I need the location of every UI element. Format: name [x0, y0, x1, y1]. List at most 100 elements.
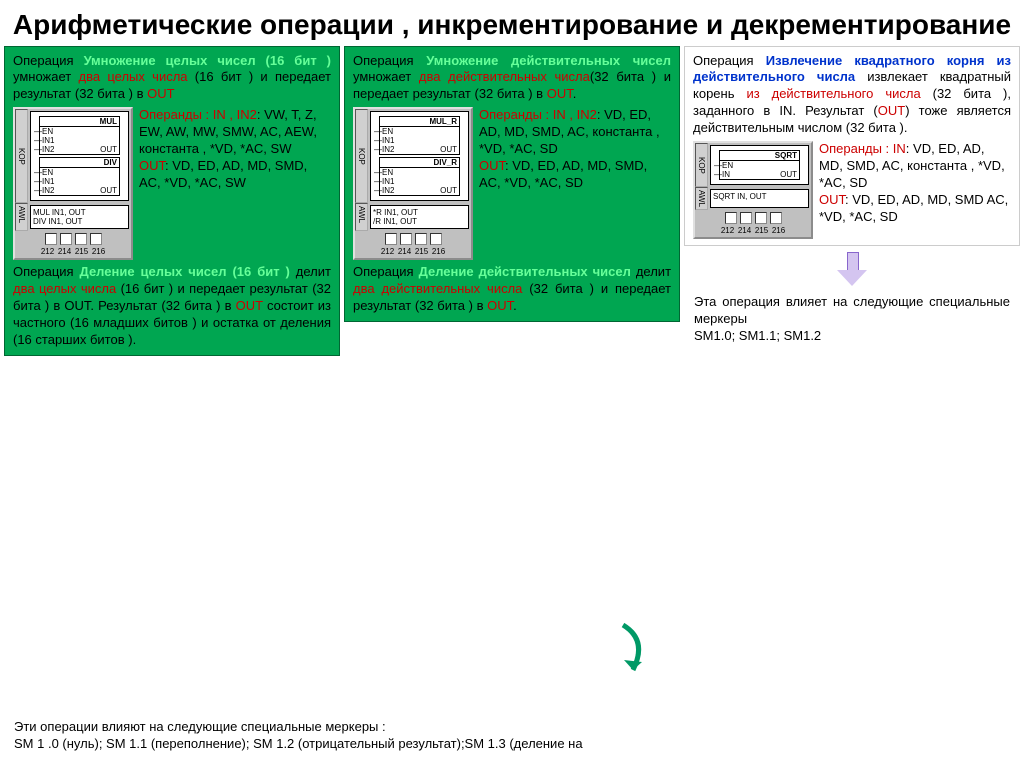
kop-body: SQRT EN IN OUT: [710, 145, 809, 185]
n: 214: [398, 247, 412, 256]
col3-desc: Операция Извлечение квадратного корня из…: [693, 53, 1011, 137]
fb-divr: DIV_R EN IN1 IN2 OUT: [379, 157, 460, 196]
col1-top: Операция Умножение целых чисел (16 бит )…: [4, 46, 340, 356]
col3-effect: Эта операция влияет на следующие специал…: [684, 294, 1020, 345]
check: [725, 212, 737, 224]
fb-mulr: MUL_R EN IN1 IN2OUT: [379, 116, 460, 155]
op-name: Деление целых чисел (16 бит ): [80, 264, 290, 279]
awl-line: DIV IN1, OUT: [33, 217, 126, 226]
curve-arrow-icon: [618, 620, 658, 680]
p: IN1: [42, 136, 54, 145]
n: 214: [738, 226, 752, 235]
fb-title: MUL: [40, 117, 119, 127]
check: [755, 212, 767, 224]
out-text: : VD, ED, AD, MD, SMD AC, *VD, *AC, SD: [819, 192, 1008, 224]
txt-red: OUT: [487, 298, 513, 313]
col2-desc: Операция Умножение действительных чисел …: [353, 53, 671, 104]
n: 212: [721, 226, 735, 235]
awl-line: SQRT IN, OUT: [713, 192, 806, 201]
p: OUT: [440, 186, 457, 195]
txt: Операция: [13, 53, 84, 68]
awl-body: MUL IN1, OUT DIV IN1, OUT: [30, 205, 129, 229]
p: EN: [382, 127, 393, 136]
check: [90, 233, 102, 245]
op-name: Умножение действительных чисел: [426, 53, 671, 68]
p: OUT: [100, 145, 117, 154]
p: IN2: [42, 186, 54, 195]
txt: Операция: [353, 264, 419, 279]
p: OUT: [780, 170, 797, 179]
footer: Эти операции влияют на следующие специал…: [14, 718, 1010, 753]
kop-label: KOP: [355, 109, 368, 203]
p: EN: [722, 161, 733, 170]
p: OUT: [440, 145, 457, 154]
col2-inner: KOP MUL_R EN IN1 IN2OUT DIV_R EN: [353, 107, 671, 260]
p: IN: [722, 170, 730, 179]
page-title: Арифметические операции , инкрементирова…: [0, 0, 1024, 46]
txt-red: два целых числа: [79, 69, 188, 84]
txt-red: OUT: [547, 86, 573, 101]
fb-mul: MUL EN IN1 IN2OUT: [39, 116, 120, 155]
op-label: Операнды : IN , IN2: [479, 107, 597, 122]
p: EN: [382, 168, 393, 177]
fb-sqrt: SQRT EN IN OUT: [719, 150, 800, 180]
check: [400, 233, 412, 245]
awl-body: *R IN1, OUT /R IN1, OUT: [370, 205, 469, 229]
check: [415, 233, 427, 245]
num-row: 212214215216: [355, 247, 471, 258]
col2-operands: Операнды : IN , IN2 : VD, ED, AD, MD, SMD…: [479, 107, 671, 260]
op-label: Операнды : IN: [819, 141, 906, 156]
col-1: Операция Умножение целых чисел (16 бит )…: [4, 46, 340, 356]
check-row: [355, 231, 471, 247]
check-row: [15, 231, 131, 247]
fb-title: DIV: [40, 158, 119, 168]
txt-red: два действительных числа: [353, 281, 522, 296]
awl-body: SQRT IN, OUT: [710, 189, 809, 208]
fb-title: SQRT: [720, 151, 799, 161]
p: IN1: [382, 136, 394, 145]
out-label: OUT: [479, 158, 505, 173]
op-name: Деление действительных чисел: [419, 264, 631, 279]
txt: умножает: [13, 69, 79, 84]
txt: .: [513, 298, 517, 313]
col-2: Операция Умножение действительных чисел …: [344, 46, 680, 356]
txt-red: OUT: [147, 86, 174, 101]
fb-title: DIV_R: [380, 158, 459, 168]
check: [75, 233, 87, 245]
n: 214: [58, 247, 72, 256]
txt: .: [573, 86, 577, 101]
out-text: : VD, ED, AD, MD, SMD, AC, *VD, *AC, SW: [139, 158, 307, 190]
check: [60, 233, 72, 245]
txt: умножает: [353, 69, 419, 84]
txt: Операция: [13, 264, 80, 279]
p: IN1: [382, 177, 394, 186]
txt: Операция: [353, 53, 426, 68]
txt-red: OUT: [878, 103, 905, 118]
kop-label: KOP: [15, 109, 28, 203]
awl-label: AWL: [15, 203, 28, 231]
footer-line-1: Эти операции влияют на следующие специал…: [14, 718, 1010, 736]
col2-bottom: Операция Деление действительных чисел де…: [353, 264, 671, 315]
txt-red: OUT: [236, 298, 263, 313]
n: 216: [432, 247, 446, 256]
out-label: OUT: [139, 158, 165, 173]
check: [740, 212, 752, 224]
check: [385, 233, 397, 245]
n: 216: [772, 226, 786, 235]
check: [45, 233, 57, 245]
out-text: : VD, ED, AD, MD, SMD, AC, *VD, *AC, SD: [479, 158, 647, 190]
diagram-3: KOP SQRT EN INOUT AWL SQRT IN, OUT: [693, 141, 813, 239]
diagram-1: KOP MUL EN IN1 IN2OUT DIV EN I: [13, 107, 133, 260]
p: IN2: [382, 186, 394, 195]
txt: делит: [631, 264, 671, 279]
n: 216: [92, 247, 106, 256]
n: 215: [75, 247, 89, 256]
col3-top: Операция Извлечение квадратного корня из…: [684, 46, 1020, 247]
p: EN: [42, 127, 53, 136]
awl-line: MUL IN1, OUT: [33, 208, 126, 217]
n: 215: [755, 226, 769, 235]
col1-bottom: Операция Деление целых чисел (16 бит ) д…: [13, 264, 331, 348]
num-row: 212214215216: [15, 247, 131, 258]
p: EN: [42, 168, 53, 177]
awl-label: AWL: [695, 187, 708, 210]
